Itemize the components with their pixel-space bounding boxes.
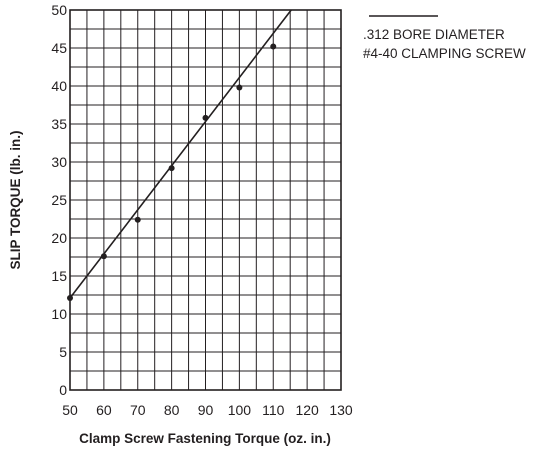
legend-entry-clamping-screw: #4-40 CLAMPING SCREW (363, 46, 526, 61)
y-tick-label: 50 (51, 2, 67, 18)
x-tick-label: 50 (62, 402, 78, 418)
y-tick-label: 15 (51, 268, 67, 284)
y-axis-ticks: 0 5 10 15 20 25 30 35 40 45 50 (51, 2, 67, 398)
y-tick-label: 25 (51, 192, 67, 208)
x-tick-label: 80 (164, 402, 180, 418)
x-tick-label: 70 (130, 402, 146, 418)
y-tick-label: 10 (51, 306, 67, 322)
data-point (236, 84, 243, 91)
x-tick-label: 60 (96, 402, 112, 418)
x-tick-label: 110 (262, 402, 285, 418)
y-tick-label: 0 (59, 382, 67, 398)
data-point (134, 216, 141, 223)
x-tick-label: 130 (329, 402, 353, 418)
y-tick-label: 5 (59, 344, 67, 360)
x-axis-ticks: 50 60 70 80 90 100 110 120 130 (62, 402, 353, 418)
y-tick-label: 35 (51, 116, 67, 132)
data-point (168, 165, 175, 172)
fit-line (69, 9, 292, 299)
y-tick-label: 40 (51, 78, 67, 94)
data-point (100, 253, 107, 260)
x-tick-label: 120 (295, 402, 319, 418)
data-point (67, 295, 73, 302)
y-tick-label: 45 (51, 40, 67, 56)
y-tick-label: 30 (51, 154, 67, 170)
grid (69, 9, 342, 391)
data-points (67, 43, 277, 302)
data-point (202, 114, 209, 121)
legend-entry-bore-diameter: .312 BORE DIAMETER (363, 27, 505, 42)
data-point (270, 43, 277, 50)
x-tick-label: 90 (198, 402, 214, 418)
plot-frame (69, 9, 342, 391)
x-tick-label: 100 (228, 402, 252, 418)
y-tick-label: 20 (51, 230, 67, 246)
y-axis-label: SLIP TORQUE (lb. in.) (8, 130, 23, 269)
x-axis-label: Clamp Screw Fastening Torque (oz. in.) (79, 431, 331, 446)
